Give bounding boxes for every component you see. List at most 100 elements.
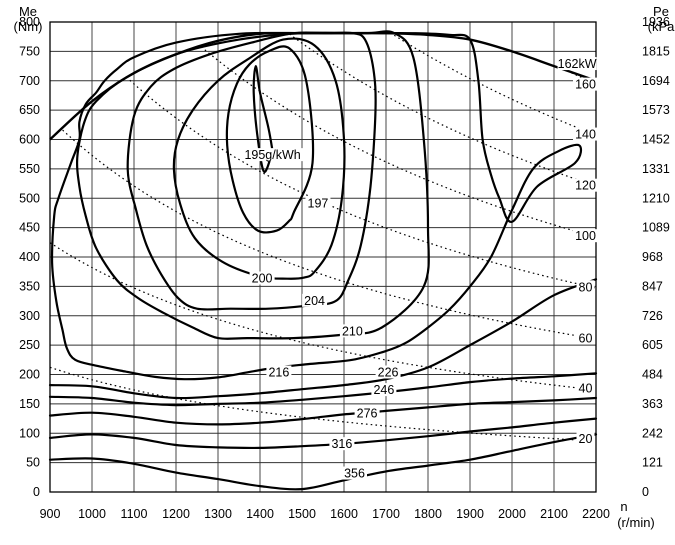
y-tick-right: 1331: [642, 162, 670, 176]
bsfc-label-bg: [342, 466, 367, 480]
bsfc-contour-246: [48, 372, 598, 407]
y-tick-right: 0: [642, 485, 649, 499]
power-label-bg: [573, 229, 598, 243]
power-label: 162kW: [558, 57, 597, 71]
power-label-bg: [576, 431, 595, 445]
y-tick-left: 150: [19, 397, 40, 411]
bsfc-label: 246: [373, 383, 394, 397]
power-label-bg: [573, 127, 598, 141]
bsfc-label-bg: [375, 365, 401, 379]
y-tick-right: 726: [642, 309, 663, 323]
x-tick: 1400: [246, 507, 274, 521]
y-tick-left: 350: [19, 279, 40, 293]
bsfc-label-bg: [249, 271, 275, 285]
bsfc-label: 276: [357, 407, 378, 421]
y-tick-right: 1210: [642, 191, 670, 205]
y-tick-left: 800: [19, 15, 40, 29]
x-tick: 1800: [414, 507, 442, 521]
power-label-bg: [573, 77, 598, 91]
x-tick: 1700: [372, 507, 400, 521]
y-tick-left: 0: [33, 485, 40, 499]
bsfc-contour-276: [48, 396, 598, 426]
power-line-40kw: [49, 242, 597, 391]
bsfc-contour-197: [225, 45, 315, 234]
power-line-120kw: [289, 33, 597, 187]
bsfc-label-bg: [302, 293, 328, 307]
bsfc-label-bg: [266, 365, 292, 379]
y-tick-right: 1815: [642, 44, 670, 58]
bsfc-label: 204: [304, 294, 325, 308]
bsfc-label: 195g/kWh: [244, 148, 300, 162]
y-tick-left: 50: [26, 456, 40, 470]
y-tick-right: 1573: [642, 103, 670, 117]
bsfc-label: 210: [342, 324, 363, 338]
bsfc-contour-216: [50, 31, 583, 381]
power-label: 120: [575, 179, 596, 193]
y-tick-right: 1694: [642, 74, 670, 88]
bsfc-label-bg: [329, 437, 355, 451]
y-tick-left: 300: [19, 309, 40, 323]
y-axis-title-right: Pe: [653, 4, 669, 19]
power-label: 160: [575, 78, 596, 92]
power-label-bg: [557, 57, 597, 71]
bsfc-label: 316: [331, 437, 352, 451]
y-tick-left: 200: [19, 368, 40, 382]
power-label: 80: [579, 280, 593, 294]
bsfc-label-bg: [371, 383, 397, 397]
bsfc-label-bg: [339, 324, 365, 338]
axes: Me(Nm)Pe(kPa0501001502002503003504004505…: [14, 4, 675, 530]
bsfc-label: 200: [252, 272, 273, 286]
full-load-curve: [49, 31, 597, 141]
power-label: 100: [575, 229, 596, 243]
y-axis-unit-left: (Nm): [14, 19, 43, 34]
bsfc-contours: [48, 30, 598, 491]
y-tick-right: 363: [642, 397, 663, 411]
y-tick-left: 750: [19, 44, 40, 58]
y-tick-right: 847: [642, 279, 663, 293]
bsfc-contour-200: [172, 37, 346, 280]
x-tick: 1900: [456, 507, 484, 521]
bsfc-contour-356: [48, 433, 598, 491]
power-line-100kw: [200, 46, 597, 238]
bsfc-label-bg: [305, 196, 331, 210]
power-label: 20: [579, 432, 593, 446]
y-axis-title-left: Me: [19, 4, 37, 19]
x-tick: 1200: [162, 507, 190, 521]
y-tick-right: 605: [642, 338, 663, 352]
power-line-60kw: [62, 129, 597, 340]
x-axis-unit: (r/min): [617, 515, 655, 530]
bsfc-contour-204: [126, 31, 377, 311]
plot-frame: [49, 21, 597, 493]
x-tick: 2100: [540, 507, 568, 521]
y-tick-right: 1452: [642, 133, 670, 147]
y-tick-right: 1089: [642, 221, 670, 235]
power-label-bg: [573, 178, 598, 192]
power-label-bg: [576, 381, 595, 395]
y-axis-unit-right: (kPa: [648, 19, 675, 34]
power-label-bg: [576, 280, 595, 294]
power-label-bg: [576, 331, 595, 345]
y-tick-left: 500: [19, 191, 40, 205]
full-load-line: [49, 31, 597, 141]
x-tick: 1000: [78, 507, 106, 521]
bsfc-label-bg: [354, 406, 380, 420]
x-tick: 900: [40, 507, 61, 521]
y-tick-left: 450: [19, 221, 40, 235]
power-label: 40: [579, 381, 593, 395]
x-tick: 1300: [204, 507, 232, 521]
y-tick-right: 1936: [642, 15, 670, 29]
y-tick-left: 100: [19, 426, 40, 440]
bsfc-contour-210: [75, 30, 430, 340]
power-line-140kw: [389, 32, 597, 136]
y-tick-left: 400: [19, 250, 40, 264]
power-lines: [49, 32, 597, 442]
bsfc-label-bg: [242, 148, 303, 162]
y-tick-right: 121: [642, 456, 663, 470]
y-tick-right: 484: [642, 368, 663, 382]
power-line-20kw: [49, 366, 597, 442]
y-tick-left: 550: [19, 162, 40, 176]
curve-labels: 195g/kWh 197 200 204 210 216 226 246 276 316 356 16…: [242, 57, 598, 481]
x-tick: 1600: [330, 507, 358, 521]
bsfc-label: 226: [378, 366, 399, 380]
